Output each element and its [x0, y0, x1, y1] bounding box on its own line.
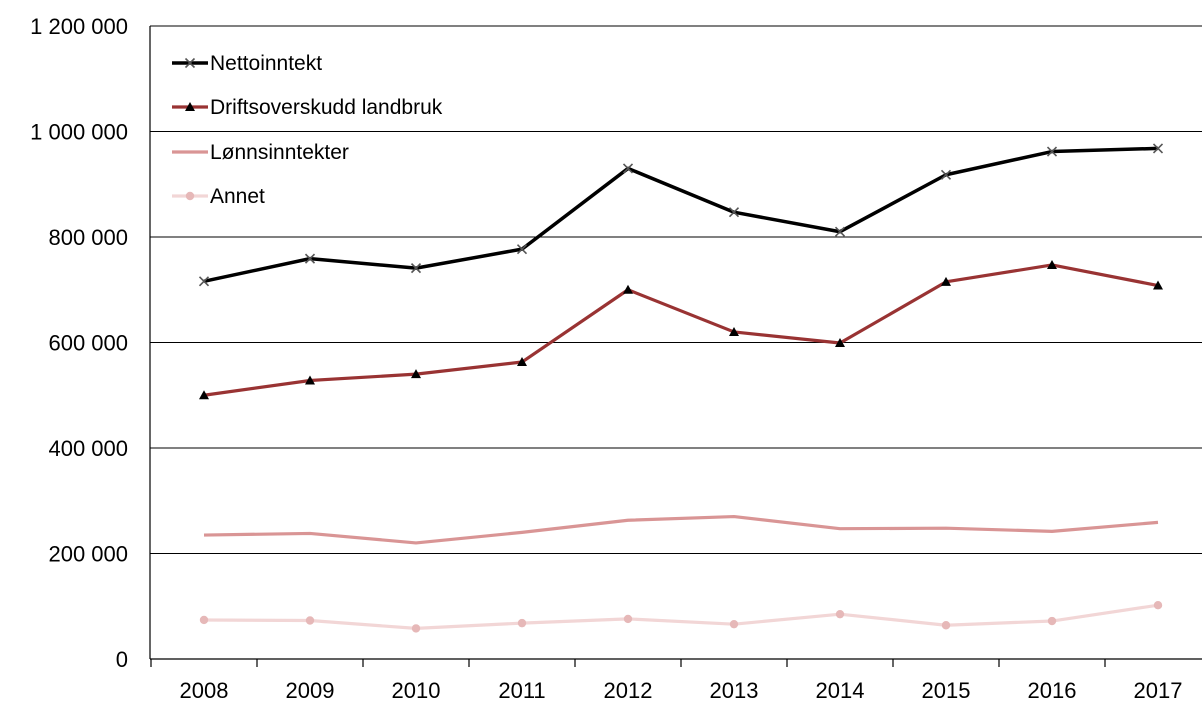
y-tick-label: 800 000 [48, 225, 128, 250]
data-point [729, 619, 739, 629]
legend-item: Nettoinntekt [172, 52, 322, 75]
legend-label: Nettoinntekt [210, 52, 322, 75]
series-line [203, 263, 1159, 397]
data-point [516, 244, 528, 255]
data-point [623, 284, 633, 294]
x-tick-label: 2012 [604, 678, 653, 702]
data-point [728, 207, 740, 218]
series-2 [203, 514, 1159, 545]
y-tick-label: 0 [116, 647, 128, 672]
legend-label: Annet [210, 185, 265, 208]
data-point [1047, 259, 1057, 269]
data-point [517, 357, 527, 367]
data-point [305, 375, 315, 385]
data-point [517, 618, 527, 628]
data-point [411, 624, 421, 633]
data-point [1152, 143, 1164, 154]
data-point [198, 276, 210, 287]
data-point [1153, 280, 1163, 290]
axes: 0 200 000 400 000 600 000 800 000 1 000 000 1 … [30, 14, 1202, 702]
data-point [834, 226, 846, 237]
x-tick-label: 2009 [286, 678, 335, 702]
data-point [1047, 616, 1057, 626]
data-point [199, 390, 209, 400]
y-tick-label: 400 000 [48, 436, 128, 461]
legend: Nettoinntekt Driftsoverskudd landbruk Lønn… [172, 52, 443, 208]
legend-item: Lønnsinntekter [172, 141, 349, 164]
legend-label: Lønnsinntekter [210, 141, 349, 164]
series-3 [199, 600, 1163, 633]
data-point [410, 263, 422, 274]
x-tick-label: 2010 [392, 678, 441, 702]
series-lines [198, 143, 1164, 633]
data-point [941, 621, 951, 630]
data-point [411, 369, 421, 379]
x-tick-label: 2013 [710, 678, 759, 702]
series-line [203, 514, 1159, 545]
x-tick-label: 2014 [816, 678, 865, 702]
gridlines [150, 25, 1202, 554]
data-point [941, 276, 951, 286]
y-tick-label: 200 000 [48, 542, 128, 567]
legend-marker [184, 57, 196, 69]
data-point [304, 253, 316, 264]
y-tick-label: 600 000 [48, 331, 128, 356]
y-tick-label: 1 000 000 [30, 120, 128, 145]
data-point [835, 609, 845, 619]
legend-item: Annet [172, 185, 265, 208]
legend-marker [185, 191, 195, 201]
legend-label: Driftsoverskudd landbruk [210, 96, 443, 119]
x-tick-label: 2008 [180, 678, 229, 702]
data-point [940, 169, 952, 180]
data-point [1153, 600, 1163, 610]
series-line [203, 146, 1159, 284]
y-tick-label: 1 200 000 [30, 14, 128, 39]
data-point [623, 614, 633, 624]
x-tick-label: 2011 [498, 678, 545, 702]
data-point [622, 163, 634, 174]
data-point [1046, 146, 1058, 157]
series-0 [198, 143, 1164, 287]
series-1 [199, 259, 1163, 400]
legend-item: Driftsoverskudd landbruk [172, 96, 443, 119]
data-point [835, 338, 845, 348]
x-tick-label: 2015 [922, 678, 971, 702]
data-point [305, 616, 315, 625]
x-tick-label: 2017 [1134, 678, 1183, 702]
data-point [199, 615, 209, 625]
data-point [729, 326, 739, 336]
series-line [203, 603, 1159, 631]
x-tick-label: 2016 [1028, 678, 1077, 702]
legend-marker [185, 102, 195, 111]
